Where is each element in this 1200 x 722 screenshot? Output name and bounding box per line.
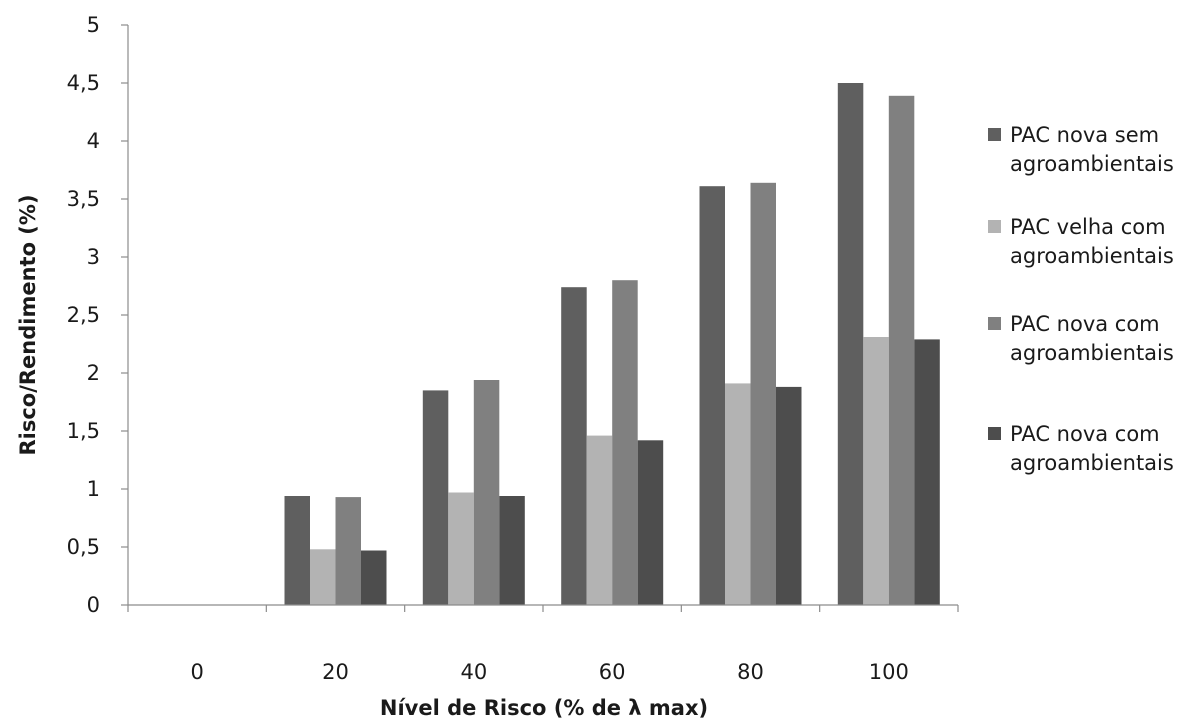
x-axis-title: Nível de Risco (% de λ max) [380, 696, 708, 720]
legend: PAC nova sem agroambientais PAC velha com a… [988, 123, 1174, 475]
bar-80-series-1 [699, 186, 725, 605]
y-tick-label: 2,5 [67, 303, 100, 327]
legend-swatch-1 [988, 128, 1001, 141]
y-tick-label: 2 [87, 361, 100, 385]
bar-60-series-4 [637, 440, 664, 605]
bar-100-series-1 [837, 83, 864, 605]
y-tick-label: 0,5 [67, 535, 100, 559]
legend-swatch-4 [988, 427, 1001, 440]
axes-layer [121, 24, 959, 612]
legend-label: agroambientais [1010, 244, 1174, 268]
bar-100-series-4 [914, 339, 940, 605]
x-tick-label: 40 [460, 660, 487, 684]
legend-label: PAC nova com [1010, 312, 1160, 336]
y-tick-label: 5 [87, 13, 100, 37]
bar-60-series-3 [612, 280, 638, 605]
bar-40-series-3 [473, 380, 500, 605]
y-axis-title: Risco/Rendimento (%) [16, 194, 40, 455]
bar-100-series-2 [863, 337, 889, 605]
x-tick-label: 100 [869, 660, 909, 684]
bars-layer [284, 83, 940, 606]
y-tick-label: 3,5 [67, 187, 100, 211]
bar-40-series-1 [422, 390, 449, 605]
legend-swatch-3 [988, 317, 1001, 330]
legend-label: PAC nova com [1010, 422, 1160, 446]
bar-40-series-4 [499, 496, 525, 605]
legend-item-2: PAC velha com agroambientais [988, 215, 1174, 268]
bar-20-series-4 [361, 550, 387, 605]
legend-label: PAC velha com [1010, 215, 1166, 239]
bar-60-series-2 [586, 435, 613, 605]
legend-label: PAC nova sem [1010, 123, 1159, 147]
y-tick-label: 4 [87, 129, 100, 153]
y-tick-label: 1,5 [67, 419, 100, 443]
bar-20-series-1 [284, 496, 310, 605]
legend-item-1: PAC nova sem agroambientais [988, 123, 1174, 176]
x-tick-label: 60 [599, 660, 626, 684]
y-tick-labels: 0 0,5 1 1,5 2 2,5 3 3,5 4 4,5 5 [67, 13, 100, 617]
bar-80-series-4 [776, 386, 802, 605]
bar-80-series-3 [750, 182, 776, 606]
bar-100-series-3 [888, 95, 915, 606]
x-tick-labels: 0 20 40 60 80 100 [190, 660, 908, 684]
legend-label: agroambientais [1010, 341, 1174, 365]
bar-40-series-2 [448, 492, 474, 605]
x-tick-label: 80 [737, 660, 764, 684]
legend-label: agroambientais [1010, 152, 1174, 176]
bar-60-series-1 [561, 287, 587, 605]
y-tick-label: 3 [87, 245, 100, 269]
legend-label: agroambientais [1010, 451, 1174, 475]
x-tick-label: 0 [190, 660, 203, 684]
bar-20-series-3 [335, 497, 361, 605]
y-tick-label: 0 [87, 593, 100, 617]
legend-item-3: PAC nova com agroambientais [988, 312, 1174, 365]
y-tick-label: 1 [87, 477, 100, 501]
bar-80-series-2 [725, 383, 751, 605]
legend-swatch-2 [988, 220, 1001, 233]
legend-item-4: PAC nova com agroambientais [988, 422, 1174, 475]
bar-20-series-2 [310, 549, 336, 605]
x-tick-label: 20 [322, 660, 349, 684]
y-tick-label: 4,5 [67, 71, 100, 95]
